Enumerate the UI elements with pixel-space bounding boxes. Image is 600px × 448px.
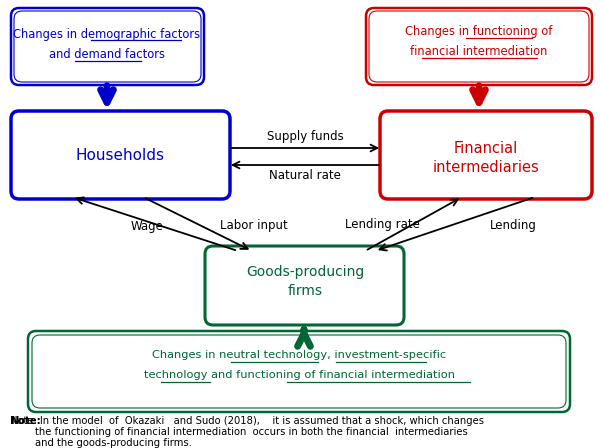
Text: Changes in functioning of: Changes in functioning of bbox=[406, 25, 553, 38]
FancyBboxPatch shape bbox=[28, 331, 570, 412]
Text: financial intermediation: financial intermediation bbox=[410, 44, 548, 57]
Text: Goods-producing: Goods-producing bbox=[246, 265, 364, 279]
Text: intermediaries: intermediaries bbox=[433, 159, 539, 175]
Text: and the goods-producing firms.: and the goods-producing firms. bbox=[10, 438, 192, 448]
Text: Changes in demographic factors: Changes in demographic factors bbox=[13, 27, 200, 40]
Text: technology and functioning of financial intermediation: technology and functioning of financial … bbox=[143, 370, 455, 380]
FancyBboxPatch shape bbox=[205, 246, 404, 325]
Text: Changes in neutral technology, investment-specific: Changes in neutral technology, investmen… bbox=[152, 350, 446, 360]
FancyBboxPatch shape bbox=[380, 111, 592, 199]
Text: Note:: Note: bbox=[10, 416, 41, 426]
Text: Lending: Lending bbox=[490, 219, 536, 232]
Text: firms: firms bbox=[287, 284, 323, 298]
Text: Labor input: Labor input bbox=[220, 219, 288, 232]
FancyBboxPatch shape bbox=[369, 11, 589, 82]
Text: Supply funds: Supply funds bbox=[266, 129, 343, 142]
FancyBboxPatch shape bbox=[11, 8, 204, 85]
Text: Households: Households bbox=[76, 147, 164, 163]
FancyBboxPatch shape bbox=[32, 335, 566, 408]
Text: Financial: Financial bbox=[454, 141, 518, 155]
FancyBboxPatch shape bbox=[366, 8, 592, 85]
FancyBboxPatch shape bbox=[11, 111, 230, 199]
Text: the functioning of financial intermediation  occurs in both the financial  inter: the functioning of financial intermediat… bbox=[10, 427, 468, 437]
Text: Natural rate: Natural rate bbox=[269, 168, 341, 181]
Text: Wage: Wage bbox=[131, 220, 163, 233]
FancyBboxPatch shape bbox=[14, 11, 201, 82]
Text: Lending rate: Lending rate bbox=[344, 217, 419, 231]
Text: Note: In the model  of  Okazaki   and Sudo (2018),    it is assumed that a shock: Note: In the model of Okazaki and Sudo (… bbox=[10, 416, 484, 426]
Text: and demand factors: and demand factors bbox=[49, 47, 165, 60]
